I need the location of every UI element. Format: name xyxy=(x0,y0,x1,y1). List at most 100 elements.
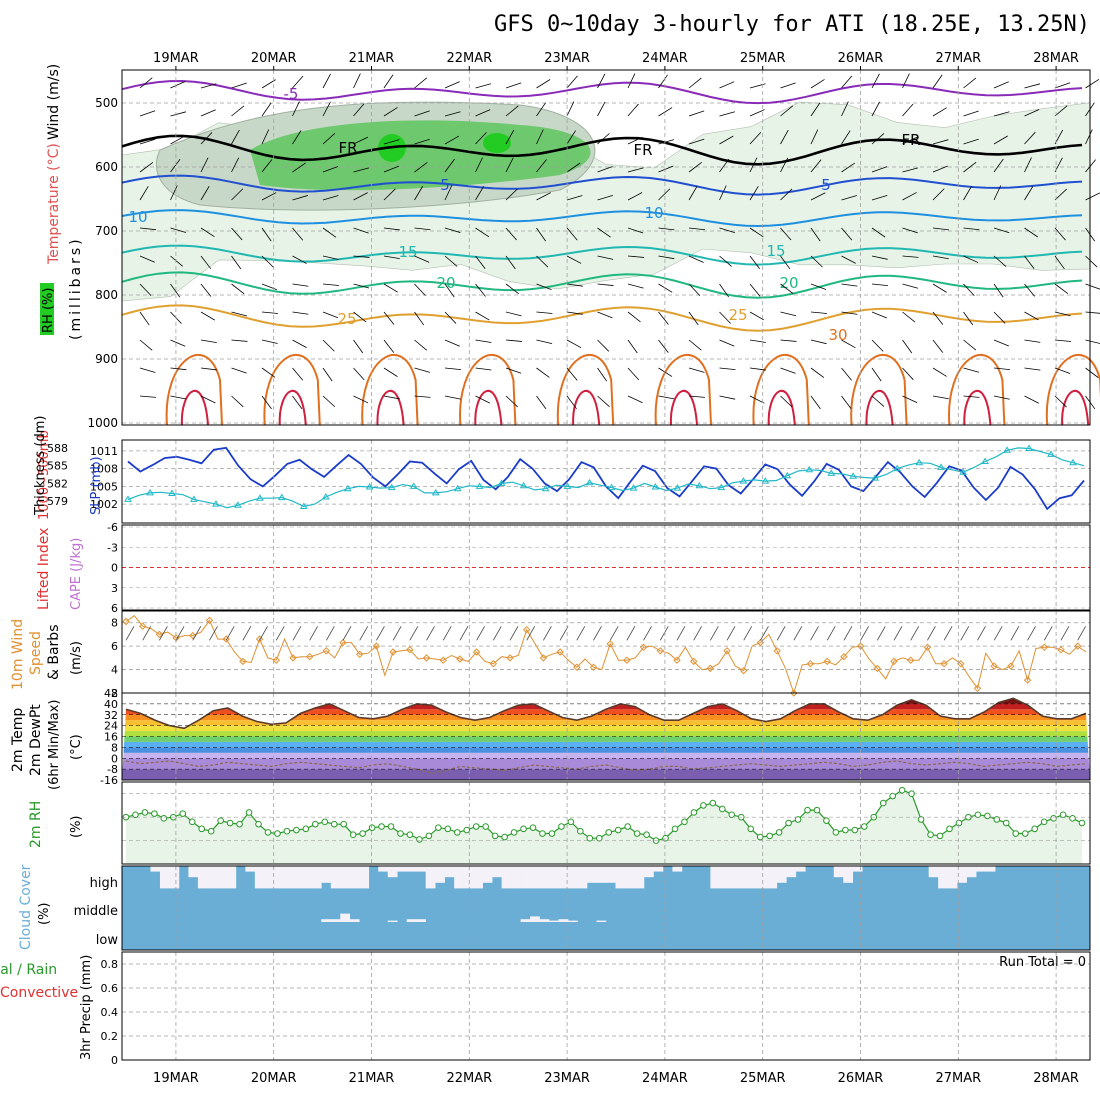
wind-barb xyxy=(726,626,736,641)
wind-barb xyxy=(139,162,154,173)
run-total: Run Total = 0 xyxy=(999,955,1086,970)
wind-barb xyxy=(1024,255,1035,270)
wind-barb xyxy=(658,188,671,201)
wind-barb xyxy=(353,136,369,145)
wind-barb xyxy=(1054,311,1071,317)
cloud-mid-clear xyxy=(558,919,569,922)
cloud-high-clear xyxy=(169,866,180,889)
wind-barb xyxy=(353,283,370,289)
wind-barb xyxy=(627,395,643,404)
rh2m-marker xyxy=(198,825,206,833)
rh2m-marker xyxy=(472,823,480,830)
wind-barb xyxy=(444,158,455,173)
isotherm-35-loop xyxy=(1061,389,1090,426)
wind-barb xyxy=(993,311,1006,324)
wind-barb xyxy=(902,283,919,289)
thickness-marker xyxy=(717,483,726,491)
wind-barb xyxy=(810,626,819,641)
thickness-marker xyxy=(409,482,418,489)
wind-barb xyxy=(170,395,187,400)
cloud-high-clear xyxy=(928,866,939,878)
thickness-marker xyxy=(277,493,286,501)
wind-barb xyxy=(353,192,368,201)
wind-barb xyxy=(1043,626,1053,641)
wind-barb xyxy=(780,255,791,270)
wind-barb xyxy=(231,227,243,241)
temp-band xyxy=(122,720,1090,726)
wind-barb xyxy=(658,339,669,353)
axis-label-rh: RH (%) xyxy=(41,288,56,333)
wind-barb xyxy=(139,395,156,398)
wind-barb xyxy=(1024,83,1041,89)
isotherm-label: 20 xyxy=(779,274,798,292)
cloud-high-clear xyxy=(207,866,218,889)
wind-barb xyxy=(963,367,980,373)
wind-barb xyxy=(200,109,216,117)
wind-barb xyxy=(658,139,675,145)
wind-barb xyxy=(505,255,516,270)
wind-barb xyxy=(876,626,886,641)
isotherm-30-loop xyxy=(165,353,223,426)
wind-barb xyxy=(749,227,764,238)
cloud-mid-clear xyxy=(416,919,426,922)
wind-barb xyxy=(1024,283,1035,297)
wind-barb xyxy=(292,75,304,89)
wind-marker xyxy=(305,652,314,661)
axis-label-total: Total / Rain xyxy=(0,962,57,978)
wind-barb xyxy=(383,74,394,89)
cloud-high-clear xyxy=(283,866,294,889)
date-label-bottom: 20MAR xyxy=(251,1071,297,1086)
rh2m-marker xyxy=(312,820,319,828)
thickness-marker xyxy=(783,471,792,479)
wind-marker xyxy=(923,643,932,652)
date-label-bottom: 25MAR xyxy=(740,1071,786,1086)
wind-marker xyxy=(973,684,982,693)
wind-barb xyxy=(444,185,453,201)
wind-barb xyxy=(841,227,853,241)
wind-marker xyxy=(472,648,481,656)
axis-label-cloud: Cloud Cover xyxy=(18,864,34,950)
wind-marker xyxy=(790,689,798,697)
rh2m-marker xyxy=(595,834,603,842)
wind-barb xyxy=(780,157,789,173)
rh2m-marker xyxy=(151,810,158,817)
wind-barb xyxy=(749,109,765,117)
thickness-line xyxy=(127,447,1085,509)
wind-tick: 2 xyxy=(111,687,118,700)
wind-barb xyxy=(566,395,577,410)
rh2m-area xyxy=(126,790,1082,864)
wind-barb xyxy=(1027,626,1036,641)
wind-barb xyxy=(383,165,400,173)
wind-barb xyxy=(993,158,1004,173)
thickness-marker xyxy=(256,494,264,501)
rh2m-marker xyxy=(879,799,887,807)
axis-label-wind: Wind (m/s) xyxy=(46,64,62,140)
cloud-high-clear xyxy=(416,866,426,872)
wind-barb xyxy=(597,311,613,319)
wind-barb xyxy=(414,186,424,201)
thickness-marker xyxy=(585,478,594,486)
rh2m-marker xyxy=(955,819,963,827)
temp-band xyxy=(122,731,1090,737)
rh2m-marker xyxy=(889,792,896,800)
wind-barb xyxy=(261,192,277,201)
wind-marker xyxy=(322,647,331,655)
wind-barb xyxy=(1024,186,1034,201)
precip-tick: 0.2 xyxy=(101,1030,119,1043)
rh2m-marker xyxy=(927,831,934,839)
wind-barb xyxy=(597,166,613,173)
wind-barb xyxy=(505,129,515,145)
wind-barb xyxy=(749,395,765,404)
temp-band xyxy=(122,714,1090,721)
wind-barb xyxy=(760,626,769,641)
wind-barb xyxy=(927,626,936,641)
wind-barb xyxy=(597,283,614,286)
wind-barb xyxy=(659,626,669,641)
rh2m-marker xyxy=(1078,819,1086,827)
wind-barb xyxy=(414,395,431,398)
temp-tick: 32 xyxy=(104,709,118,722)
wind-barb xyxy=(231,82,247,89)
wind-barb xyxy=(658,283,673,293)
rh2m-marker xyxy=(605,829,613,836)
wind-marker xyxy=(205,616,214,625)
